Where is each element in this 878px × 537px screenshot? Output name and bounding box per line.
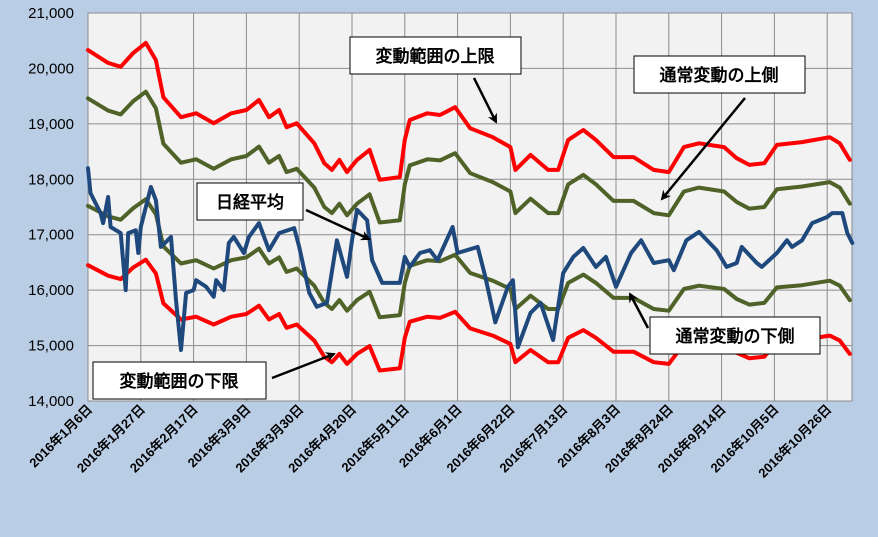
annotation-upper-limit: 変動範囲の上限: [349, 36, 522, 124]
series-lines: [86, 40, 855, 373]
y-tick-label: 14,000: [28, 393, 74, 410]
annotation-lower-limit-label: 変動範囲の下限: [120, 371, 239, 392]
arrow-icon: [305, 208, 371, 241]
annotation-nikkei: 日経平均: [196, 182, 371, 241]
y-tick-label: 18,000: [28, 171, 74, 188]
annotation-lower-normal-label: 通常変動の下側: [676, 326, 795, 347]
y-tick-label: 21,000: [28, 5, 74, 22]
y-tick-label: 17,000: [28, 227, 74, 244]
arrow-icon: [628, 292, 650, 329]
annotation-nikkei-label: 日経平均: [216, 192, 284, 213]
series-line-upper-limit: [86, 40, 852, 182]
series-line-lower-normal: [86, 197, 852, 320]
y-tick-label: 20,000: [28, 60, 74, 77]
y-axis-ticks: 14,000 15,000 16,000 17,000 18,000 19,000 20,0…: [28, 5, 74, 410]
annotation-upper-normal-label: 通常変動の上側: [660, 65, 779, 86]
series-line-nikkei-average: [86, 166, 855, 352]
series-line-upper-normal: [86, 89, 852, 225]
annotation-upper-limit-label: 変動範囲の上限: [376, 46, 495, 67]
annotation-lower-limit: 変動範囲の下限: [92, 352, 336, 400]
annotation-lower-normal: 通常変動の下側: [628, 292, 821, 355]
y-tick-label: 16,000: [28, 282, 74, 299]
arrow-icon: [660, 97, 746, 201]
arrow-icon: [271, 352, 336, 380]
annotation-upper-normal: 通常変動の上側: [633, 55, 806, 201]
arrow-icon: [472, 77, 498, 124]
y-tick-label: 19,000: [28, 116, 74, 133]
y-tick-label: 15,000: [28, 338, 74, 355]
